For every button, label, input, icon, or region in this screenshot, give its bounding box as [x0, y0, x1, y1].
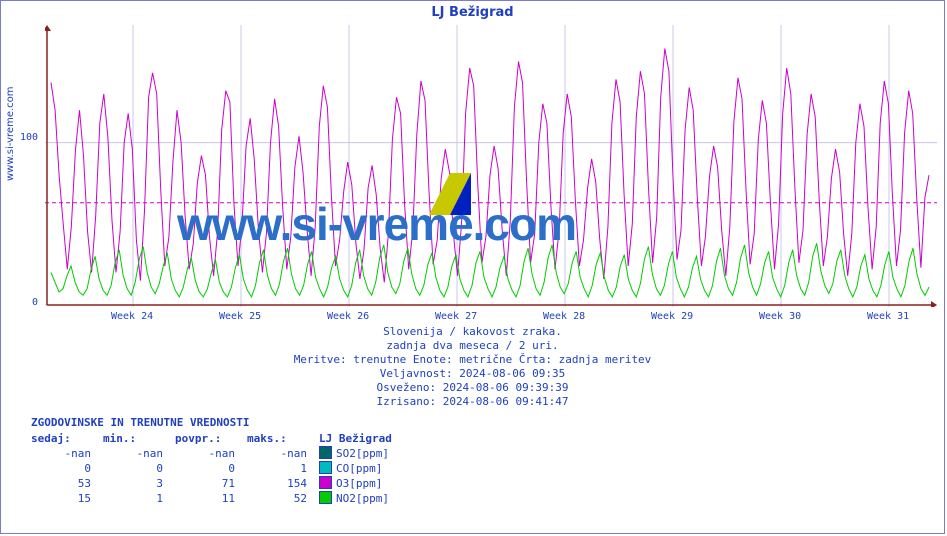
stat-sedaj-3: 15: [31, 491, 103, 506]
xtick-2: Week 26: [327, 311, 369, 322]
stats-rows: -nan-nan-nan-nanSO2[ppm]0001CO[ppm]53371…: [31, 446, 392, 506]
stat-povpr-3: 11: [175, 491, 247, 506]
stat-povpr-0: -nan: [175, 446, 247, 461]
meta-line-2: Meritve: trenutne Enote: metrične Črta: …: [1, 353, 944, 367]
plot-svg: [45, 25, 937, 307]
stats-column-headers: sedaj: min.: povpr.: maks.: LJ Bežigrad: [31, 431, 392, 446]
col-station: LJ Bežigrad: [319, 431, 392, 446]
stat-sedaj-1: 0: [31, 461, 103, 476]
stats-block: ZGODOVINSKE IN TRENUTNE VREDNOSTI sedaj:…: [31, 416, 392, 506]
meta-line-4: Osveženo: 2024-08-06 09:39:39: [1, 381, 944, 395]
stats-row-0: -nan-nan-nan-nanSO2[ppm]: [31, 446, 392, 461]
legend-swatch-1: [319, 461, 332, 474]
stats-row-2: 53371154 O3[ppm]: [31, 476, 392, 491]
ytick-100: 100: [20, 132, 38, 143]
stat-povpr-1: 0: [175, 461, 247, 476]
stats-header: ZGODOVINSKE IN TRENUTNE VREDNOSTI: [31, 416, 392, 429]
meta-line-5: Izrisano: 2024-08-06 09:41:47: [1, 395, 944, 409]
xtick-7: Week 31: [867, 311, 909, 322]
xtick-6: Week 30: [759, 311, 801, 322]
meta-line-3: Veljavnost: 2024-08-06 09:35: [1, 367, 944, 381]
legend-swatch-2: [319, 476, 332, 489]
stat-maks-2: 154: [247, 476, 319, 491]
stat-sedaj-2: 53: [31, 476, 103, 491]
xtick-5: Week 29: [651, 311, 693, 322]
stats-row-1: 0001CO[ppm]: [31, 461, 392, 476]
legend-label-2: O3[ppm]: [336, 476, 382, 491]
stat-sedaj-0: -nan: [31, 446, 103, 461]
plot-area: [45, 25, 937, 307]
legend-label-0: SO2[ppm]: [336, 446, 389, 461]
col-min: min.:: [103, 431, 175, 446]
col-sedaj: sedaj:: [31, 431, 103, 446]
legend-label-1: CO[ppm]: [336, 461, 382, 476]
xtick-3: Week 27: [435, 311, 477, 322]
stat-min-1: 0: [103, 461, 175, 476]
xtick-0: Week 24: [111, 311, 153, 322]
xtick-4: Week 28: [543, 311, 585, 322]
stats-row-3: 1511152NO2[ppm]: [31, 491, 392, 506]
stat-min-3: 1: [103, 491, 175, 506]
stat-maks-1: 1: [247, 461, 319, 476]
chart-container: LJ Bežigrad www.si-vreme.com 0 100 www.s…: [0, 0, 945, 534]
legend-swatch-3: [319, 491, 332, 504]
stat-maks-3: 52: [247, 491, 319, 506]
stat-maks-0: -nan: [247, 446, 319, 461]
watermark-text: www.si-vreme.com: [177, 197, 576, 251]
ytick-0: 0: [32, 297, 38, 308]
stat-min-0: -nan: [103, 446, 175, 461]
legend-swatch-0: [319, 446, 332, 459]
stat-povpr-2: 71: [175, 476, 247, 491]
y-axis-source-label: www.si-vreme.com: [5, 86, 16, 181]
xtick-1: Week 25: [219, 311, 261, 322]
col-maks: maks.:: [247, 431, 319, 446]
stat-min-2: 3: [103, 476, 175, 491]
chart-title: LJ Bežigrad: [1, 5, 944, 20]
meta-line-0: Slovenija / kakovost zraka.: [1, 325, 944, 339]
legend-label-3: NO2[ppm]: [336, 491, 389, 506]
col-povpr: povpr.:: [175, 431, 247, 446]
meta-info: Slovenija / kakovost zraka. zadnja dva m…: [1, 325, 944, 409]
meta-line-1: zadnja dva meseca / 2 uri.: [1, 339, 944, 353]
